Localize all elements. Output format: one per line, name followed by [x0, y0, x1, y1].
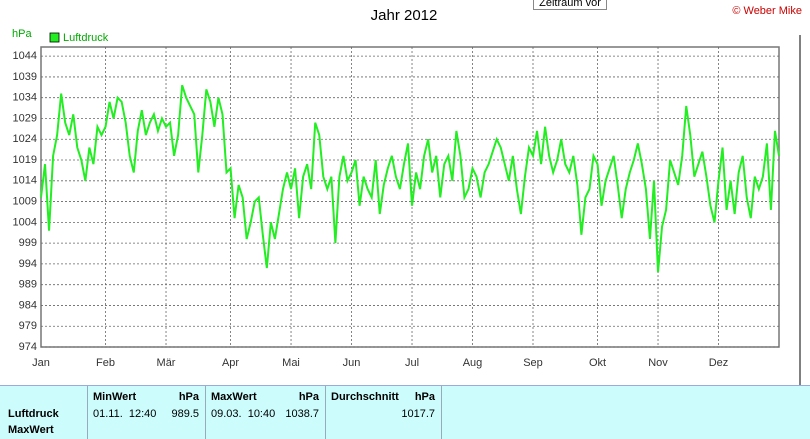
value: 989.5 — [171, 408, 199, 420]
column-unit: hPa — [414, 391, 435, 403]
row-label: Luftdruck — [8, 408, 59, 420]
column-title: Durchschnitt — [331, 391, 399, 403]
x-tick-label: Jul — [405, 357, 419, 369]
summary-panel: Luftdruck MaxWert MinWert hPa 01.11. 12:… — [0, 385, 810, 439]
y-tick-label: 1009 — [13, 195, 37, 207]
column-title: MaxWert — [211, 391, 257, 403]
x-tick-label: Jun — [343, 357, 361, 369]
legend-label: Luftdruck — [63, 32, 109, 44]
y-tick-label: 984 — [19, 299, 37, 311]
value: 1017.7 — [401, 408, 435, 420]
y-tick-label: 994 — [19, 258, 37, 270]
time: 01.11. 12:40 — [93, 408, 157, 420]
y-tick-label: 1039 — [13, 71, 37, 83]
y-tick-label: 974 — [19, 341, 37, 353]
x-tick-label: Dez — [709, 357, 729, 369]
y-tick-label: 1004 — [13, 216, 37, 228]
x-tick-label: Sep — [523, 357, 543, 369]
max-column: MaxWert hPa 09.03. 10:40 1038.7 — [206, 386, 326, 439]
x-tick-label: Jan — [32, 357, 50, 369]
x-tick-label: Feb — [96, 357, 115, 369]
value: 1038.7 — [285, 408, 319, 420]
x-tick-label: Okt — [589, 357, 606, 369]
column-unit: hPa — [298, 391, 319, 403]
column-unit: hPa — [178, 391, 199, 403]
avg-column: Durchschnitt hPa 1017.7 — [326, 386, 442, 439]
chart-title: Jahr 2012 — [371, 7, 438, 24]
x-tick-label: Aug — [463, 357, 483, 369]
min-column: MinWert hPa 01.11. 12:40 989.5 — [88, 386, 206, 439]
x-tick-label: Nov — [648, 357, 668, 369]
y-axis-label: hPa — [12, 28, 32, 40]
y-tick-label: 1024 — [13, 133, 37, 145]
y-tick-label: 1019 — [13, 154, 37, 166]
legend-swatch — [49, 32, 60, 43]
y-tick-label: 999 — [19, 237, 37, 249]
chart: Jahr 2012 © Weber Mike hPa 974 979 984 989 9… — [12, 5, 802, 385]
y-tick-label: 1029 — [13, 112, 37, 124]
y-tick-label: 1034 — [13, 92, 37, 104]
column-title: MinWert — [93, 391, 137, 403]
zeitraum-button[interactable]: Zeitraum vor — [533, 0, 607, 10]
label-column: Luftdruck MaxWert — [0, 386, 88, 439]
line — [40, 84, 780, 273]
y-tick-label: 1014 — [13, 175, 37, 187]
plot-area — [40, 46, 780, 348]
y-tick-label: 1044 — [13, 50, 37, 62]
y-tick-label: 989 — [19, 279, 37, 291]
row-label: MaxWert — [8, 424, 54, 436]
x-tick-label: Mär — [157, 357, 176, 369]
y-tick-label: 979 — [19, 320, 37, 332]
x-tick-label: Apr — [222, 357, 239, 369]
time: 09.03. 10:40 — [211, 408, 276, 420]
x-tick-label: Mai — [282, 357, 300, 369]
copyright: © Weber Mike — [732, 5, 802, 17]
